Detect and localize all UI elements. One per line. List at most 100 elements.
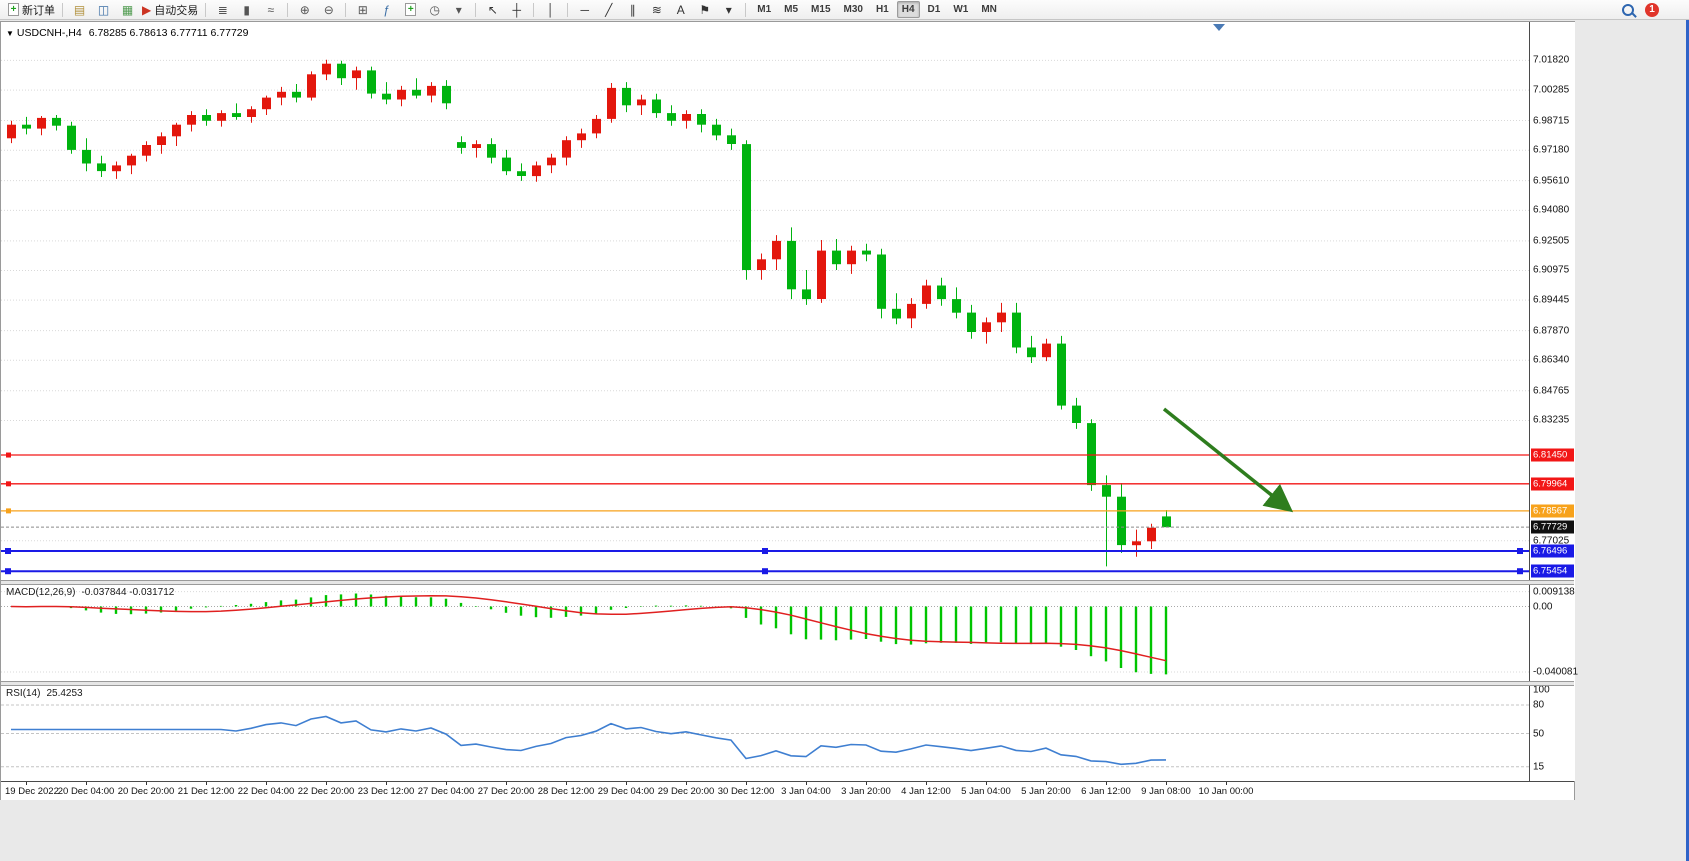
period-clock-button[interactable]: ◷ <box>423 1 446 18</box>
collapse-triangle-icon[interactable]: ▼ <box>6 29 14 38</box>
timeframe-mn-button[interactable]: MN <box>981 4 997 15</box>
zoom-in-button[interactable]: ⊕ <box>293 1 316 18</box>
macd-axis-label: 0.00 <box>1533 601 1553 613</box>
timeframe-m1-button[interactable]: M1 <box>757 4 772 15</box>
macd-canvas[interactable] <box>1 585 1529 681</box>
candle-down <box>1072 405 1081 423</box>
vertical-line-button[interactable]: │ <box>539 1 562 18</box>
candle-down <box>1102 485 1111 497</box>
candle-down <box>877 254 886 309</box>
market-watch-button[interactable]: ◫ <box>92 1 115 18</box>
time-tick <box>446 782 447 785</box>
timeframe-h1-button[interactable]: H1 <box>875 4 889 15</box>
price-axis-label: 7.01820 <box>1533 54 1570 66</box>
price-chart-canvas[interactable] <box>1 22 1529 580</box>
trendline-button[interactable]: ╱ <box>597 1 620 18</box>
candle-up <box>757 259 766 270</box>
time-tick <box>1046 782 1047 785</box>
new-order-button[interactable]: + 新订单 <box>6 1 57 18</box>
window-edge-strip <box>1686 0 1689 861</box>
indicators-button[interactable]: ƒ <box>375 1 398 18</box>
search-icon[interactable] <box>1620 2 1636 17</box>
label-button[interactable]: ⚑ <box>693 1 716 18</box>
time-tick <box>386 782 387 785</box>
zoom-out-icon: ⊖ <box>323 2 334 17</box>
candle-down <box>832 250 841 265</box>
price-axis[interactable]: 7.01820 7.00285 6.98715 6.97180 6.95610 6.940… <box>1529 22 1578 781</box>
time-tick <box>866 782 867 785</box>
navigator-button[interactable]: ▦ <box>116 1 139 18</box>
time-axis-label: 23 Dec 12:00 <box>357 786 415 797</box>
zoom-out-button[interactable]: ⊖ <box>317 1 340 18</box>
channel-button[interactable]: ∥ <box>621 1 644 18</box>
toolbar-separator <box>567 2 569 17</box>
indicators-icon: ƒ <box>383 2 391 17</box>
fibonacci-button[interactable]: ≋ <box>645 1 668 18</box>
hline-pivot-orange-badge: 6.78567 <box>1531 504 1574 518</box>
candle-up <box>307 74 316 98</box>
tile-windows-button[interactable]: ⊞ <box>351 1 374 18</box>
timeframe-m30-button[interactable]: M30 <box>843 4 863 15</box>
line-chart-button[interactable]: ≈ <box>259 1 282 18</box>
notification-badge[interactable]: 1 <box>1645 2 1659 17</box>
text-icon: A <box>676 2 685 17</box>
candle-down <box>412 89 421 96</box>
price-axis-label: 6.84765 <box>1533 385 1570 397</box>
toolbar-separator <box>345 2 347 17</box>
candle-down <box>457 142 466 148</box>
time-tick <box>1226 782 1227 785</box>
candle-up <box>1147 527 1156 542</box>
time-tick <box>506 782 507 785</box>
candle-up <box>37 117 46 129</box>
time-tick <box>146 782 147 785</box>
vertical-line-icon: │ <box>546 2 555 17</box>
rsi-canvas[interactable] <box>1 686 1529 781</box>
toolbar-separator <box>62 2 63 17</box>
rsi-axis-label: 80 <box>1533 699 1545 711</box>
candle-up <box>817 250 826 299</box>
toolbar-right: 1 <box>1620 2 1683 17</box>
time-axis-label: 3 Jan 04:00 <box>781 786 831 797</box>
rsi-indicator-value: 25.4253 <box>46 688 83 699</box>
pane-separator[interactable] <box>1 681 1574 686</box>
cursor-button[interactable]: ↖ <box>481 1 504 18</box>
time-tick <box>986 782 987 785</box>
candle-up <box>472 144 481 148</box>
navigator-icon: ▦ <box>121 2 134 17</box>
rsi-label: RSI(14) 25.4253 <box>6 688 83 699</box>
candle-down <box>697 114 706 125</box>
candle-down <box>667 113 676 121</box>
horizontal-line-button[interactable]: ─ <box>573 1 596 18</box>
candle-down <box>892 308 901 319</box>
timeframe-d1-button[interactable]: D1 <box>927 4 941 15</box>
time-axis-label: 20 Dec 04:00 <box>57 786 115 797</box>
time-tick <box>26 782 27 785</box>
candlestick-chart-button[interactable]: ▮ <box>235 1 258 18</box>
candle-down <box>967 312 976 332</box>
candles <box>7 59 1171 567</box>
crosshair-button[interactable]: ┼ <box>505 1 528 18</box>
arrows-caret-icon: ▾ <box>725 2 732 17</box>
timeframe-m5-button[interactable]: M5 <box>784 4 799 15</box>
arrows-caret-button[interactable]: ▾ <box>717 1 740 18</box>
time-axis-label: 21 Dec 12:00 <box>177 786 235 797</box>
autotrading-button[interactable]: ▶ 自动交易 <box>140 1 200 18</box>
time-axis-label: 4 Jan 12:00 <box>901 786 951 797</box>
time-axis[interactable]: 19 Dec 2022 20 Dec 04:00 20 Dec 20:00 21 De… <box>1 781 1574 800</box>
text-button[interactable]: A <box>669 1 692 18</box>
pane-separator[interactable] <box>1 580 1574 585</box>
rsi-axis-label: 15 <box>1533 761 1545 773</box>
bar-chart-button[interactable]: ≣ <box>211 1 234 18</box>
new-chart-button[interactable]: + <box>399 1 422 18</box>
timeframe-w1-button[interactable]: W1 <box>953 4 969 15</box>
candle-up <box>607 87 616 119</box>
candle-down <box>1057 343 1066 406</box>
timeframe-m15-button[interactable]: M15 <box>811 4 831 15</box>
candle-down <box>202 115 211 121</box>
timeframe-h4-button[interactable]: H4 <box>896 1 920 18</box>
templates-caret-button[interactable]: ▾ <box>447 1 470 18</box>
time-axis-label: 6 Jan 12:00 <box>1081 786 1131 797</box>
time-axis-label: 3 Jan 20:00 <box>841 786 891 797</box>
profiles-button[interactable]: ▤ <box>68 1 91 18</box>
candle-up <box>547 157 556 166</box>
